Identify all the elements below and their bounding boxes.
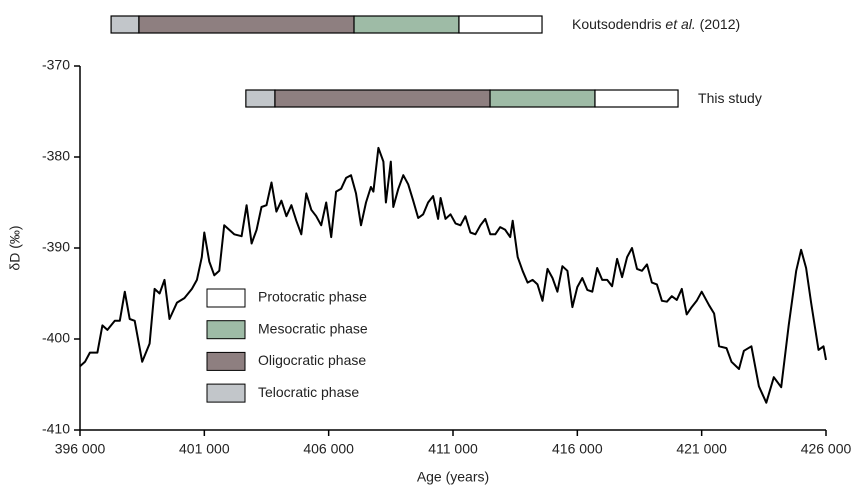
- y-tick-label: -380: [42, 148, 70, 164]
- data-line: [79, 146, 827, 404]
- x-tick-label: 416 000: [552, 441, 603, 457]
- y-tick-label: -400: [42, 330, 70, 346]
- legend-swatch: [206, 288, 246, 308]
- x-tick-label: 401 000: [179, 441, 230, 457]
- x-tick-label: 406 000: [303, 441, 354, 457]
- phase-segment: [110, 15, 140, 34]
- phase-segment: [594, 89, 679, 108]
- legend-label: Protocratic phase: [258, 289, 367, 305]
- y-tick-label: -410: [42, 421, 70, 437]
- legend-label: Telocratic phase: [258, 384, 359, 400]
- y-axis-title: δD (‰): [7, 225, 23, 270]
- legend-label: Mesocratic phase: [258, 320, 368, 336]
- x-axis-title: Age (years): [417, 469, 489, 485]
- phase-bar-label: Koutsodendris et al. (2012): [572, 16, 740, 32]
- label-part: (2012): [696, 16, 740, 32]
- phase-bar-label: This study: [698, 90, 762, 106]
- legend-swatch: [206, 320, 246, 340]
- legend-swatch: [206, 383, 246, 403]
- phase-segment: [489, 89, 596, 108]
- y-tick-label: -370: [42, 57, 70, 73]
- x-tick-label: 421 000: [676, 441, 727, 457]
- phase-segment: [138, 15, 355, 34]
- phase-segment: [274, 89, 491, 108]
- legend-label: Oligocratic phase: [258, 352, 366, 368]
- phase-segment: [245, 89, 276, 108]
- y-tick-label: -390: [42, 239, 70, 255]
- x-tick-label: 426 000: [801, 441, 852, 457]
- label-part: et al.: [665, 16, 695, 32]
- label-part: Koutsodendris: [572, 16, 665, 32]
- label-part: This study: [698, 90, 762, 106]
- phase-segment: [353, 15, 460, 34]
- legend-swatch: [206, 351, 246, 371]
- x-tick-label: 411 000: [428, 441, 478, 457]
- x-tick-label: 396 000: [55, 441, 106, 457]
- phase-segment: [458, 15, 543, 34]
